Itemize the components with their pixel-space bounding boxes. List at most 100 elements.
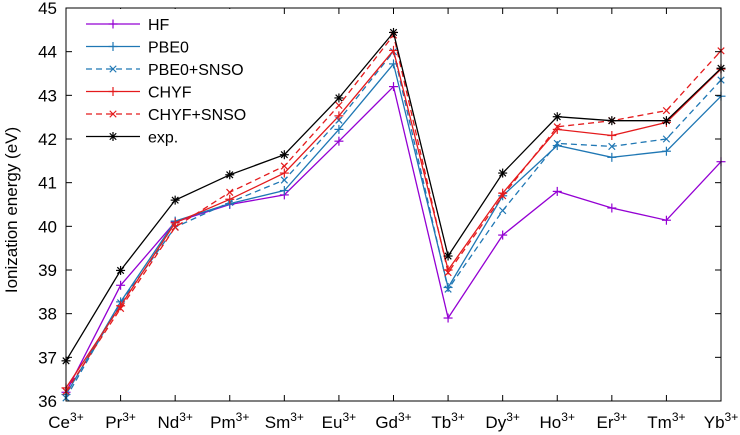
x-tick-label-charge: 3+ [290,410,304,424]
marker-stroke [109,132,117,141]
data-point-chyf-snso [226,188,234,196]
x-tick-label-charge: 3+ [561,410,575,424]
legend-label-chyf: CHYF [148,85,192,102]
x-tick-label-element: Pr [105,413,122,432]
data-point-pbe0-snso [608,142,616,151]
x-tick-label: Ho3+ [540,410,575,432]
x-tick-label-element: Nd [157,413,179,432]
marker-stroke [280,162,288,170]
data-point-chyf [607,131,617,141]
x-tick-label-charge: 3+ [506,410,520,424]
data-point-hf [607,203,617,213]
legend-entry-hf: HF [86,17,170,34]
data-point-hf [334,136,344,146]
marker-stroke [116,304,125,313]
marker-stroke [608,142,616,151]
marker-stroke [444,268,452,277]
data-point-exp [225,170,235,180]
y-tick-label: 44 [38,43,57,62]
marker-stroke [280,176,288,184]
data-point-exp [552,112,562,122]
legend-entry-pbe0: PBE0 [86,40,189,57]
data-point-chyf-snso [171,223,179,231]
marker-stroke [444,285,452,293]
marker-stroke [662,106,671,115]
data-point-chyf-snso [116,304,125,313]
marker-stroke [335,101,343,110]
x-tick-label: Pm3+ [210,410,249,432]
data-point-exp [279,150,289,160]
marker-stroke [444,252,452,260]
marker-stroke [109,65,117,73]
series-layer [61,27,726,402]
x-tick-label-element: Sm [265,413,291,432]
x-tick-label: Yb3+ [704,410,738,432]
legend-label-hf: HF [148,17,170,34]
legend-marker-chyf-snso [109,110,117,118]
x-tick-label-charge: 3+ [122,410,136,424]
x-tick-label: Eu3+ [322,410,356,432]
marker-stroke [109,110,117,118]
x-tick-label: Nd3+ [157,410,192,432]
marker-stroke [171,223,179,231]
data-point-chyf-snso [444,268,452,277]
data-point-chyf [279,168,289,178]
data-point-chyf [170,218,180,228]
marker-stroke [499,192,507,200]
legend-entry-pbe0-snso: PBE0+SNSO [86,62,244,79]
x-tick-label: Tm3+ [647,410,685,432]
legend-background [78,9,268,147]
x-tick-label: Tb3+ [431,410,465,432]
data-point-exp [170,195,180,205]
legend-marker-pbe0-snso [109,65,117,73]
data-point-chyf-snso [662,106,671,115]
x-tick-label-element: Dy [485,413,506,432]
x-tick-label-element: Gd [375,413,398,432]
x-tick-label: Dy3+ [485,410,519,432]
y-axis-title: Ionization energy (eV) [2,127,21,293]
y-tick-label: 45 [38,0,57,18]
data-point-pbe0-snso [444,285,452,293]
data-point-pbe0-snso [280,176,288,184]
data-point-hf [389,82,398,92]
data-point-chyf-snso [499,192,507,200]
x-tick-label-element: Tb [431,413,451,432]
marker-stroke [608,116,616,125]
data-point-exp [389,27,398,37]
legend-entry-chyf: CHYF [86,85,192,102]
data-point-hf [661,215,671,225]
data-point-chyf-snso [553,123,561,131]
x-tick-label-element: Ce [48,413,70,432]
x-tick-label-charge: 3+ [236,410,250,424]
legend-label-exp: exp. [148,130,178,147]
y-tick-label: 41 [38,174,57,193]
data-point-hf [116,280,126,290]
marker-stroke [171,196,179,204]
marker-stroke [116,266,125,275]
legend: HF PBE0 PBE0+SNSO CHYF CHYF+SNSO exp. [78,9,268,147]
y-tick-label: 42 [38,130,57,149]
legend-label-chyf-snso: CHYF+SNSO [148,107,246,124]
marker-stroke [662,135,671,143]
marker-stroke [553,139,561,148]
data-point-exp [498,168,508,178]
data-point-chyf-snso [335,101,343,110]
marker-stroke [226,171,234,179]
x-tick-label-charge: 3+ [613,410,627,424]
marker-stroke [553,113,561,121]
data-point-pbe0-snso [553,139,561,148]
x-tick-label-charge: 3+ [70,410,84,424]
x-tick-label-charge: 3+ [398,410,412,424]
legend-label-pbe0: PBE0 [148,40,189,57]
x-tick-label-element: Ho [540,413,562,432]
data-point-hf [498,230,508,240]
legend-marker-chyf [108,87,118,96]
x-tick-label-element: Yb [704,413,725,432]
x-tick-label-charge: 3+ [342,410,356,424]
data-point-pbe0 [661,146,671,156]
x-tick-label-element: Pm [210,413,236,432]
x-tick-label: Gd3+ [375,410,411,432]
data-point-exp [116,265,126,275]
